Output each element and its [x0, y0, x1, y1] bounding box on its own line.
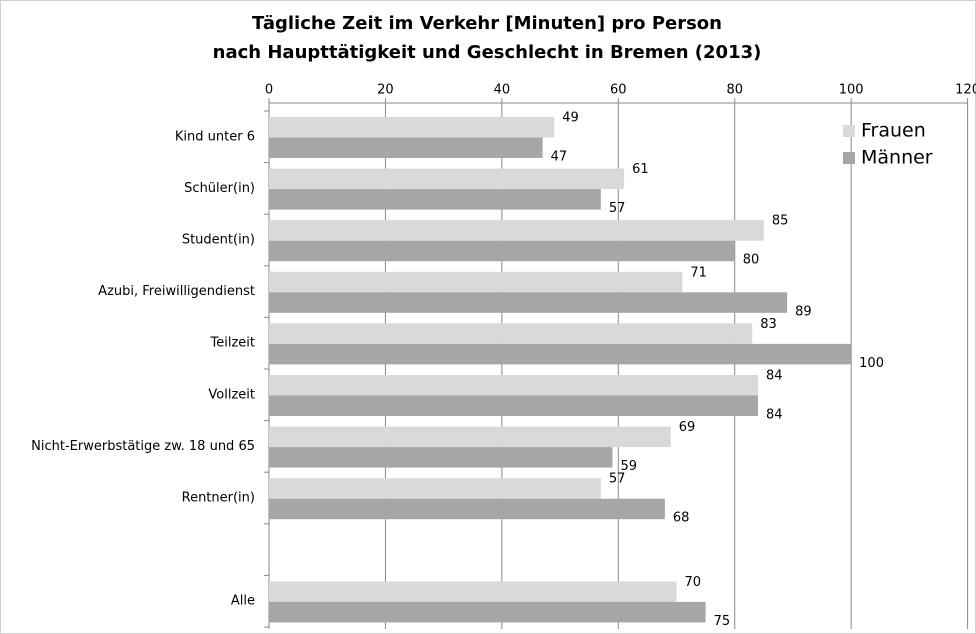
- x-tick-label: 60: [610, 83, 627, 98]
- bar: [269, 395, 759, 416]
- bar: [269, 117, 555, 138]
- bar: [269, 220, 764, 241]
- chart-title: nach Haupttätigkeit und Geschlecht in Br…: [213, 42, 762, 63]
- data-label: 61: [632, 162, 649, 177]
- data-label: 49: [562, 111, 579, 126]
- y-tick-label: Vollzeit: [208, 387, 255, 402]
- x-tick-label: 0: [265, 83, 273, 98]
- legend-label: Frauen: [861, 120, 926, 142]
- data-label: 83: [760, 317, 777, 332]
- y-tick-label: Schüler(in): [184, 181, 255, 196]
- bar: [269, 343, 852, 365]
- data-label: 100: [859, 356, 884, 371]
- data-label: 80: [743, 253, 760, 268]
- y-tick-label: Azubi, Freiwilligendienst: [98, 284, 255, 299]
- data-label: 85: [772, 214, 789, 229]
- bar: [269, 601, 706, 623]
- y-tick-label: Kind unter 6: [175, 129, 255, 144]
- legend-swatch: [843, 152, 855, 164]
- legend-swatch: [843, 125, 855, 137]
- data-label: 84: [766, 408, 783, 423]
- data-label: 59: [620, 459, 637, 474]
- data-label: 70: [685, 575, 702, 590]
- x-tick-label: 120: [955, 83, 976, 98]
- data-label: 75: [714, 614, 731, 629]
- bar: [269, 168, 625, 190]
- data-label: 71: [690, 265, 707, 280]
- data-label: 57: [609, 472, 626, 487]
- y-tick-label: Rentner(in): [182, 491, 255, 506]
- data-label: 47: [551, 150, 568, 165]
- bar: [269, 426, 671, 448]
- data-label: 57: [609, 201, 626, 216]
- bar: [269, 447, 613, 468]
- data-label: 69: [679, 420, 696, 435]
- bar: [269, 240, 735, 262]
- bar: [269, 581, 677, 602]
- bar: [269, 137, 543, 158]
- bar: [269, 292, 788, 313]
- data-label: 84: [766, 369, 783, 384]
- bar: [269, 189, 601, 210]
- x-tick-label: 80: [726, 83, 743, 98]
- bar: [269, 271, 683, 293]
- x-tick-label: 100: [839, 83, 864, 98]
- x-tick-label: 40: [494, 83, 511, 98]
- bar: [269, 478, 601, 499]
- data-label: 68: [673, 511, 690, 526]
- bar: [269, 498, 665, 520]
- y-tick-label: Student(in): [182, 233, 255, 248]
- chart-title: Tägliche Zeit im Verkehr [Minuten] pro P…: [252, 13, 722, 34]
- legend-label: Männer: [861, 147, 933, 169]
- y-tick-label: Alle: [231, 594, 255, 609]
- data-label: 89: [795, 304, 812, 319]
- y-tick-label: Nicht-Erwerbstätige zw. 18 und 65: [31, 439, 255, 454]
- bar: [269, 323, 753, 344]
- y-tick-label: Teilzeit: [210, 336, 255, 351]
- bar: [269, 375, 759, 396]
- x-tick-label: 20: [377, 83, 394, 98]
